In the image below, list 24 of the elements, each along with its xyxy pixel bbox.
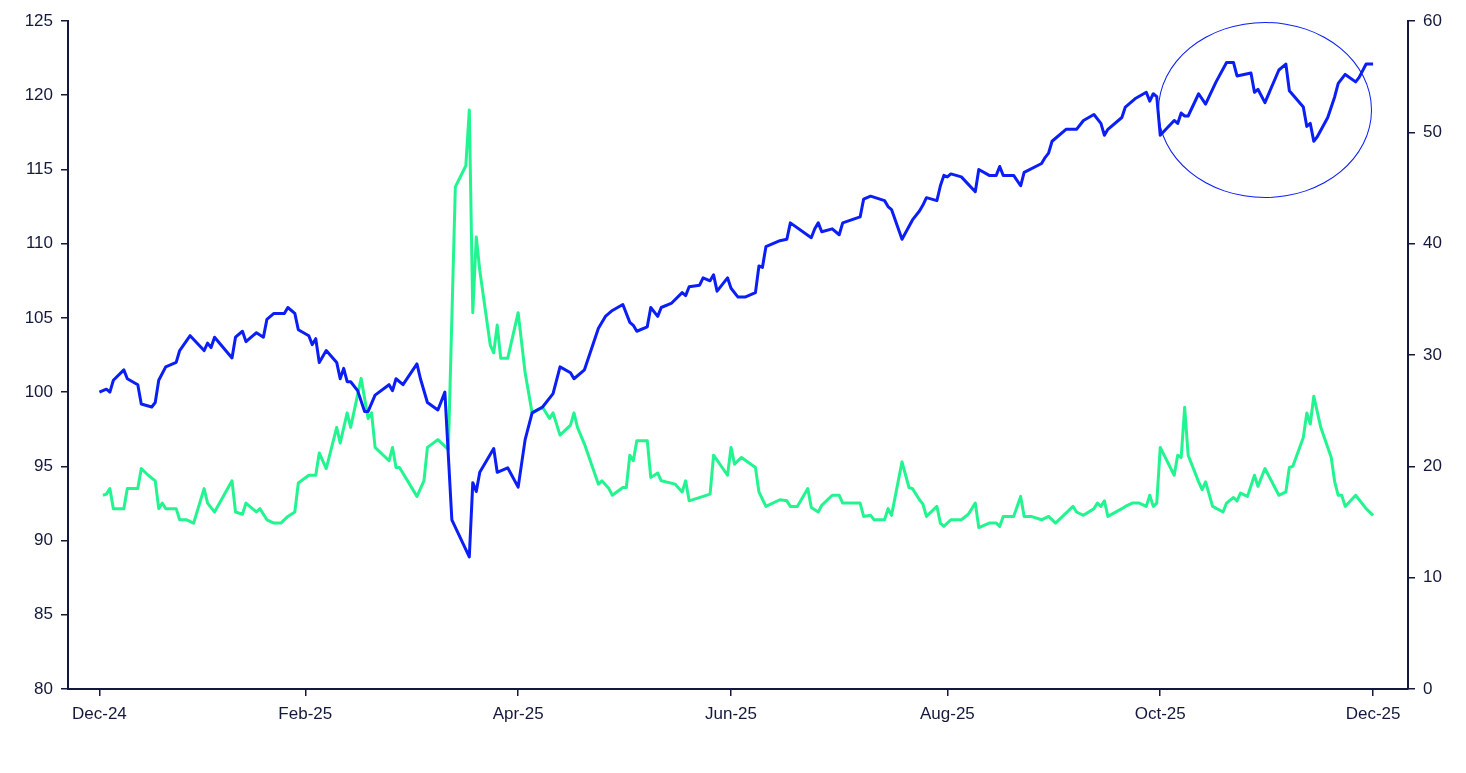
x-tick-label: Aug-25 <box>919 703 975 723</box>
y-tick-label: 110 <box>25 233 53 253</box>
y-tick-label: 115 <box>25 159 53 179</box>
y-tick-label: 90 <box>34 530 53 550</box>
y-tick-label: 85 <box>34 604 53 624</box>
y2-tick-label: 0 <box>1423 678 1433 698</box>
y2-tick-label: 30 <box>1423 344 1442 364</box>
x-tick-label: Jun-25 <box>705 703 758 723</box>
y2-tick-label: 20 <box>1423 456 1442 476</box>
y2-tick-label: 40 <box>1423 233 1442 253</box>
x-tick-label: Feb-25 <box>278 703 333 723</box>
y2-tick-label: 60 <box>1423 10 1442 30</box>
y-tick-label: 100 <box>24 381 53 401</box>
y-tick-label: 120 <box>24 84 53 104</box>
x-tick-label: Dec-25 <box>1345 703 1401 723</box>
x-tick-label: Dec-24 <box>72 703 127 723</box>
y-tick-label: 95 <box>34 456 53 476</box>
y2-tick-label: 50 <box>1423 122 1442 142</box>
x-tick-label: Apr-25 <box>492 703 544 723</box>
y-tick-label: 80 <box>34 678 53 698</box>
y2-tick-label: 10 <box>1423 567 1442 587</box>
y-tick-label: 125 <box>24 10 53 30</box>
x-tick-label: Oct-25 <box>1134 703 1186 723</box>
y-tick-label: 105 <box>24 307 53 327</box>
